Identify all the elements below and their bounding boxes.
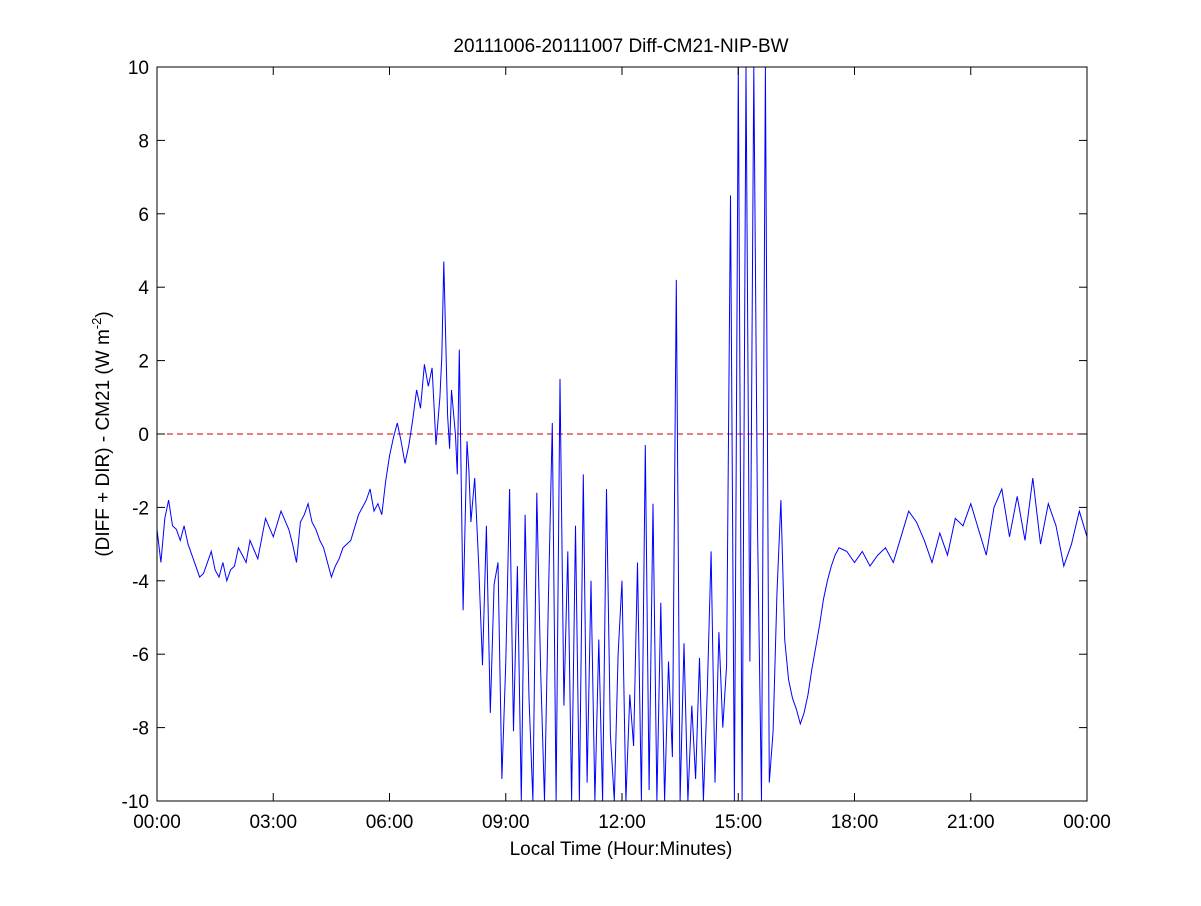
x-tick-label: 03:00 [249,812,297,833]
y-tick-label: -4 [132,572,149,593]
y-axis-label-main: (DIFF + DIR) - CM21 (W m [93,329,114,556]
y-tick-label: -10 [122,792,149,813]
y-tick-label: -8 [132,719,149,740]
x-tick-label: 21:00 [947,812,995,833]
y-tick-label: -6 [132,645,149,666]
y-tick-label: 6 [138,205,149,226]
x-axis-label: Local Time (Hour:Minutes) [510,839,733,860]
y-tick-label: 10 [128,58,149,79]
x-tick-label: 18:00 [831,812,879,833]
x-tick-label: 00:00 [133,812,181,833]
y-axis-label-superscript: -2 [89,318,104,330]
x-axis: 00:00 03:00 06:00 09:00 12:00 15:00 18:00 21:00… [133,67,1111,833]
x-tick-label: 15:00 [714,812,762,833]
x-tick-label: 09:00 [482,812,530,833]
chart-title: 20111006-20111007 Diff-CM21-NIP-BW [453,36,788,57]
y-tick-label: 2 [138,352,149,373]
x-tick-label: 00:00 [1063,812,1111,833]
y-axis-label: (DIFF + DIR) - CM21 (W m-2) [89,311,114,556]
y-axis-label-close: ) [93,311,114,317]
data-series-line [157,67,1087,801]
x-tick-label: 06:00 [366,812,414,833]
y-axis: 10 8 6 4 2 0 -2 -4 -6 -8 -10 [122,58,1087,813]
y-tick-label: -2 [132,498,149,519]
y-tick-label: 4 [138,278,149,299]
y-tick-label: 0 [138,425,149,446]
series-group [157,67,1087,801]
y-tick-label: 8 [138,131,149,152]
x-tick-label: 12:00 [598,812,646,833]
